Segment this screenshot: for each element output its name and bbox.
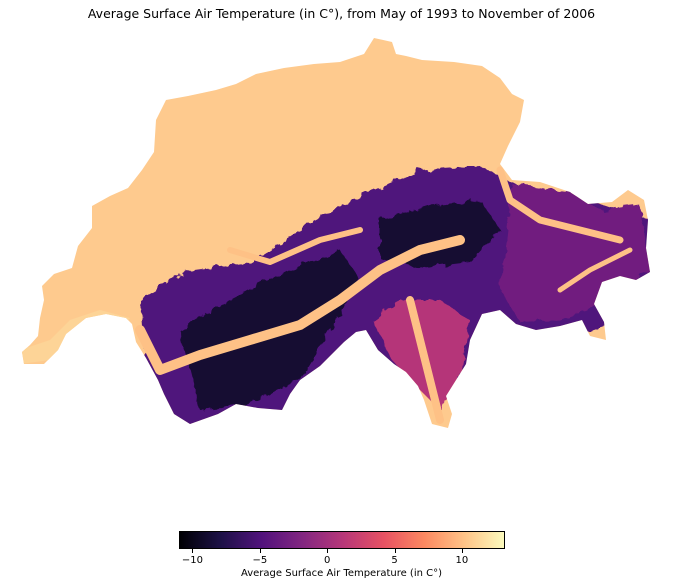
colorbar-tick: [192, 549, 194, 553]
colorbar-tick: [394, 549, 396, 553]
colorbar-tick-label: 5: [391, 555, 398, 566]
colorbar-tick: [259, 549, 261, 553]
colorbar-tick-label: 10: [455, 555, 469, 566]
colorbar-tick: [327, 549, 329, 553]
valleys: [135, 166, 633, 424]
valley-rhine: [496, 166, 624, 244]
colorbar-tick: [461, 549, 463, 553]
colorbar: −10 −5 0 5 10: [179, 531, 505, 566]
valley-ticino: [406, 296, 444, 424]
colorbar-tick-label: 0: [323, 555, 331, 566]
colorbar-label: Average Surface Air Temperature (in C°): [240, 568, 443, 579]
valley-rhone: [135, 235, 465, 375]
colorbar-strip: [179, 531, 505, 549]
valley-inn: [557, 247, 633, 293]
valley-aare: [227, 227, 363, 265]
chart-title: Average Surface Air Temperature (in C°),…: [87, 6, 596, 21]
colorbar-tick-label: −10: [181, 555, 204, 566]
colorbar-tick-label: −5: [252, 555, 268, 566]
